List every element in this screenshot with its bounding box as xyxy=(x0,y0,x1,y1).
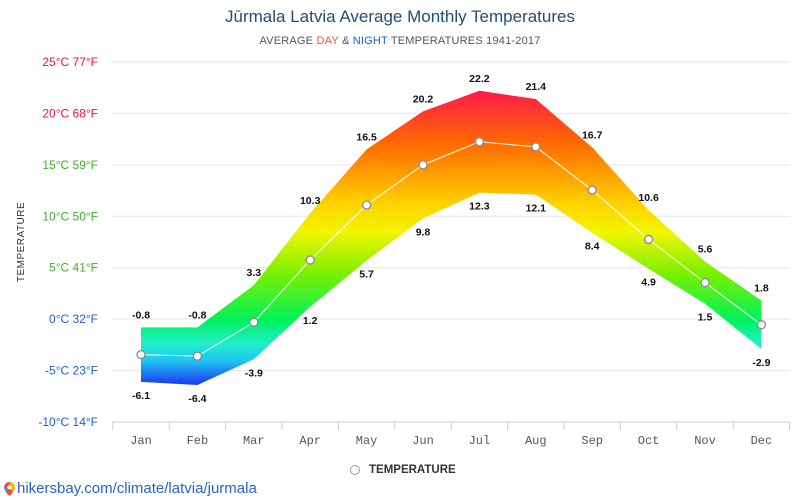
legend-marker-icon xyxy=(350,465,360,475)
x-tick-label: Feb xyxy=(187,434,209,448)
x-tick-label: Oct xyxy=(638,434,660,448)
night-temp-label: 12.3 xyxy=(469,201,490,213)
day-temp-label: 3.3 xyxy=(246,267,261,279)
y-axis-ticks: 25°C 77°F 20°C 68°F 15°C 59°F 10°C 50°F 5°C … xyxy=(38,55,98,429)
x-tick-label: Dec xyxy=(751,434,773,448)
day-temp-label: 10.3 xyxy=(300,195,321,207)
day-temp-label: 16.7 xyxy=(582,129,603,141)
day-temp-label: 20.2 xyxy=(413,93,434,105)
night-temp-label: 9.8 xyxy=(416,226,431,238)
subtitle-day: DAY xyxy=(316,35,339,47)
night-temp-label: 8.4 xyxy=(585,241,600,253)
x-tick-label: Jan xyxy=(130,434,152,448)
night-temp-label: 1.2 xyxy=(303,315,318,327)
night-temp-label: -6.4 xyxy=(188,393,206,405)
x-axis-ticks: Jan Feb Mar Apr May Jun Jul Aug Sep Oct Nov Dec xyxy=(112,421,791,448)
x-tick-label: Aug xyxy=(525,434,547,448)
source-link[interactable]: hikersbay.com/climate/latvia/jurmala xyxy=(4,480,257,497)
y-tick-label: 0°C 32°F xyxy=(49,312,98,326)
subtitle-night: NIGHT xyxy=(352,35,388,47)
y-tick-label: 5°C 41°F xyxy=(49,261,98,275)
night-temp-label: 4.9 xyxy=(641,277,656,289)
average-temperature-point[interactable] xyxy=(643,234,654,245)
subtitle-prefix: AVERAGE xyxy=(259,35,317,47)
y-tick-label: -5°C 23°F xyxy=(45,364,98,378)
day-temp-label: 10.6 xyxy=(638,192,659,204)
average-temperature-point[interactable] xyxy=(474,137,485,147)
subtitle-amp: & xyxy=(338,35,353,47)
map-pin-icon xyxy=(4,481,15,496)
day-temp-label: 5.6 xyxy=(698,244,713,256)
y-tick-label: 15°C 59°F xyxy=(42,158,98,172)
day-temp-label: 22.2 xyxy=(469,73,490,85)
chart-legend[interactable]: TEMPERATURE xyxy=(350,464,456,476)
average-temperature-point[interactable] xyxy=(192,351,203,361)
x-tick-label: May xyxy=(356,434,378,448)
legend-label: TEMPERATURE xyxy=(369,464,456,476)
y-tick-label: 10°C 50°F xyxy=(42,209,98,223)
day-temp-label: -0.8 xyxy=(188,309,206,321)
average-temperature-line xyxy=(140,141,762,357)
x-tick-label: Mar xyxy=(243,434,265,448)
average-line xyxy=(136,137,767,361)
subtitle-suffix: TEMPERATURES 1941-2017 xyxy=(387,35,541,47)
data-labels: -0.8 -0.8 3.3 10.3 16.5 20.2 22.2 21.4 16.7 10.6 5… xyxy=(132,73,771,405)
average-temperature-point[interactable] xyxy=(249,317,259,327)
average-temperature-point[interactable] xyxy=(756,320,767,330)
night-temp-label: -6.1 xyxy=(132,390,150,402)
chart-title: Jūrmala Latvia Average Monthly Temperatu… xyxy=(225,7,575,26)
x-tick-label: Jun xyxy=(412,434,434,448)
average-temperature-point[interactable] xyxy=(700,277,710,288)
night-temp-label: -2.9 xyxy=(752,357,770,369)
average-temperature-point[interactable] xyxy=(136,349,146,360)
chart-subtitle: AVERAGE DAY & NIGHT TEMPERATURES 1941-20… xyxy=(0,35,800,47)
night-temp-label: 5.7 xyxy=(359,269,374,281)
source-text: hikersbay.com/climate/latvia/jurmala xyxy=(17,480,257,497)
y-tick-label: -10°C 14°F xyxy=(38,415,98,429)
x-tick-label: Jul xyxy=(469,434,491,448)
average-temperature-point[interactable] xyxy=(531,142,541,152)
day-temp-label: 1.8 xyxy=(754,283,769,295)
temperature-band xyxy=(141,90,762,385)
day-night-range-area xyxy=(141,90,762,385)
x-tick-label: Apr xyxy=(299,434,321,448)
day-temp-label: 16.5 xyxy=(356,131,377,143)
y-tick-label: 25°C 77°F xyxy=(42,55,98,69)
night-temp-label: 12.1 xyxy=(526,203,547,215)
average-temperature-point[interactable] xyxy=(361,200,372,210)
average-temperature-point[interactable] xyxy=(418,160,428,170)
average-temperature-point[interactable] xyxy=(305,255,315,265)
y-tick-label: 20°C 68°F xyxy=(42,106,98,120)
x-tick-label: Sep xyxy=(581,434,603,448)
day-temp-label: -0.8 xyxy=(132,309,150,321)
night-temp-label: 1.5 xyxy=(698,312,713,324)
average-temperature-point[interactable] xyxy=(587,185,597,195)
night-temp-label: -3.9 xyxy=(245,367,263,379)
x-tick-label: Nov xyxy=(694,434,716,448)
y-axis-label: TEMPERATURE xyxy=(16,202,27,282)
day-temp-label: 21.4 xyxy=(526,81,547,93)
